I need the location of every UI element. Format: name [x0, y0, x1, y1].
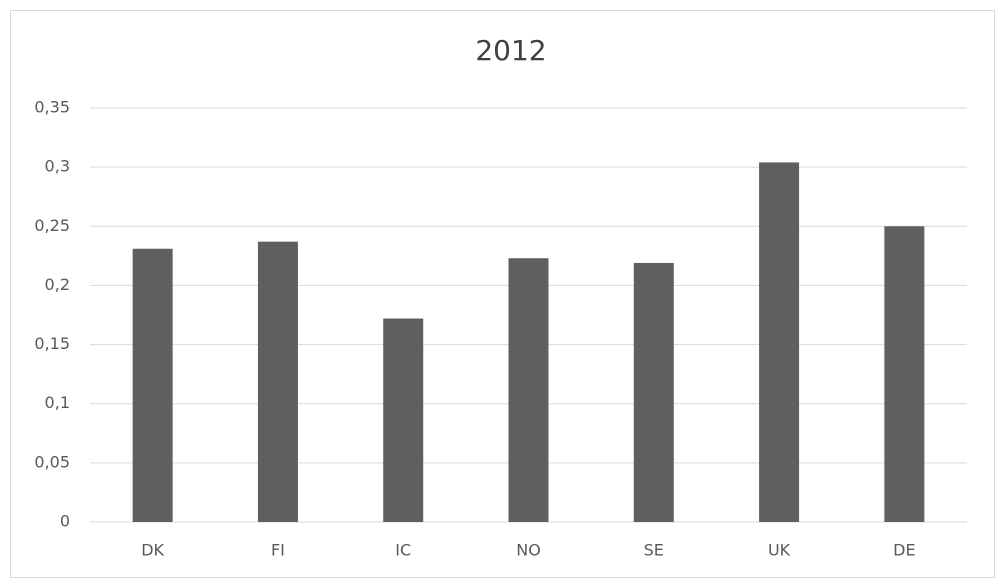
x-tick-label: DE	[893, 541, 915, 560]
x-tick-label: IC	[395, 541, 411, 560]
y-tick-label: 0,05	[34, 452, 70, 471]
y-tick-label: 0,15	[34, 334, 70, 353]
x-tick-label: FI	[271, 541, 285, 560]
chart-title: 2012	[475, 34, 546, 67]
bar	[884, 226, 925, 523]
x-tick-label: UK	[768, 541, 791, 560]
y-tick-label: 0,35	[34, 98, 70, 117]
y-tick-label: 0	[60, 512, 70, 531]
bar	[759, 162, 800, 522]
y-tick-label: 0,2	[45, 275, 70, 294]
x-tick-label: NO	[516, 541, 541, 560]
bar	[633, 262, 674, 522]
chart-border	[10, 10, 995, 578]
y-tick-label: 0,3	[45, 157, 70, 176]
bar	[257, 241, 298, 523]
x-tick-label: DK	[141, 541, 164, 560]
bar	[132, 248, 173, 522]
bar	[383, 318, 424, 522]
y-tick-label: 0,25	[34, 216, 70, 235]
y-tick-label: 0,1	[45, 393, 70, 412]
bar	[508, 258, 549, 522]
x-tick-label: SE	[644, 541, 664, 560]
